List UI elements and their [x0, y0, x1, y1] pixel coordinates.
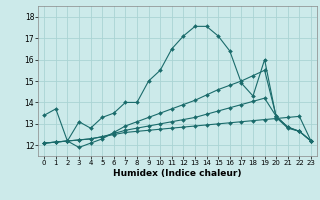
X-axis label: Humidex (Indice chaleur): Humidex (Indice chaleur) — [113, 169, 242, 178]
